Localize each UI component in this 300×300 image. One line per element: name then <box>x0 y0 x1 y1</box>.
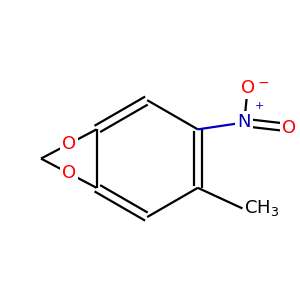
Text: +: + <box>255 101 264 111</box>
Text: −: − <box>257 76 269 90</box>
Text: O: O <box>62 135 76 153</box>
Text: N: N <box>238 113 251 131</box>
Text: O: O <box>62 164 76 182</box>
Text: O: O <box>282 119 296 137</box>
Text: CH$_3$: CH$_3$ <box>244 198 279 218</box>
Text: O: O <box>241 79 255 97</box>
